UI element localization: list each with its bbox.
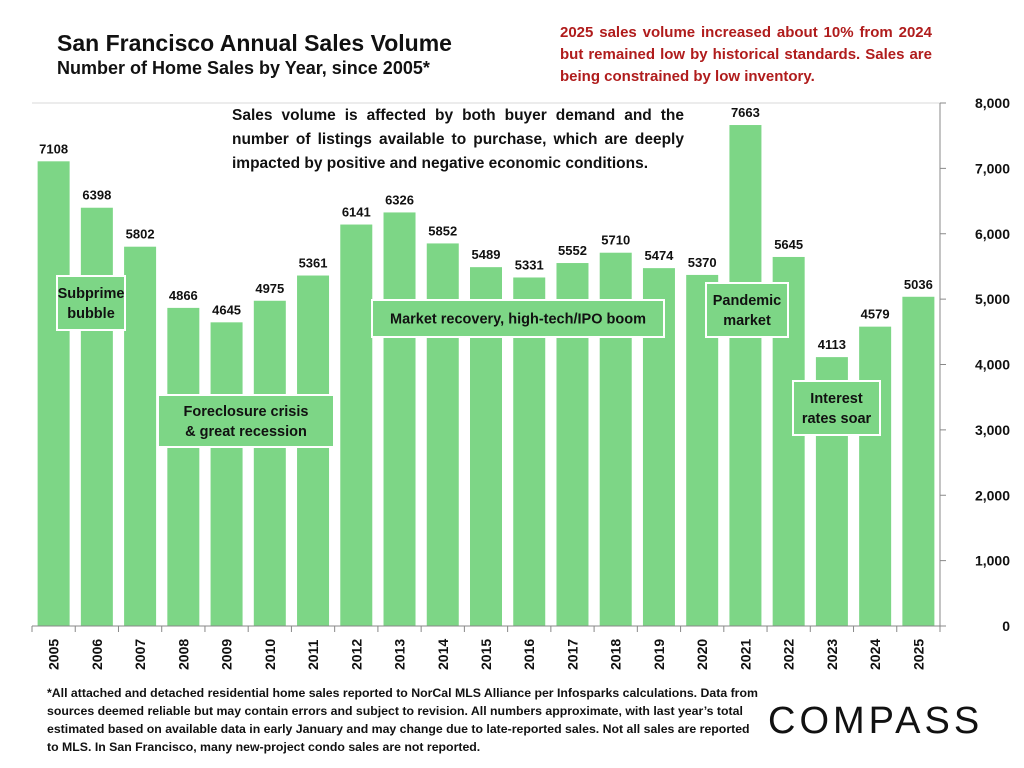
data-label-2020: 5370 (688, 255, 717, 270)
data-label-2018: 5710 (601, 233, 630, 248)
callout-text: 2025 sales volume increased about 10% fr… (560, 24, 932, 85)
bar-2021 (729, 125, 762, 626)
annotation-box (705, 282, 789, 338)
annotation-box (56, 275, 126, 331)
x-tick-2018: 2018 (608, 639, 624, 670)
x-tick-2009: 2009 (219, 639, 235, 670)
annotation-text: Foreclosure crisis (184, 404, 309, 420)
data-label-2005: 7108 (39, 141, 68, 156)
data-label-2017: 5552 (558, 243, 587, 258)
x-tick-2020: 2020 (694, 639, 710, 670)
x-tick-2010: 2010 (262, 639, 278, 670)
footnote: *All attached and detached residential h… (47, 686, 758, 754)
data-label-2006: 6398 (82, 188, 111, 203)
data-label-2019: 5474 (644, 248, 674, 263)
bar-2010 (253, 300, 286, 626)
data-label-2016: 5331 (515, 257, 544, 272)
annotation-text: market (723, 313, 771, 329)
chart-subtitle: Number of Home Sales by Year, since 2005… (57, 58, 430, 78)
data-label-2021: 7663 (731, 105, 760, 120)
y-tick-label: 4,000 (975, 357, 1010, 373)
bar-2007 (124, 246, 157, 626)
annotation-text: Pandemic (713, 293, 782, 309)
annotation-text: Market recovery, high-tech/IPO boom (390, 312, 646, 328)
chart-title: San Francisco Annual Sales Volume (57, 30, 452, 56)
bar-2012 (340, 224, 373, 627)
data-label-2010: 4975 (255, 281, 284, 296)
x-tick-2011: 2011 (305, 639, 321, 670)
annotation-text: rates soar (802, 411, 872, 427)
bar-2006 (80, 207, 113, 626)
x-tick-2015: 2015 (478, 639, 494, 670)
annotation-text: & great recession (185, 424, 307, 440)
x-tick-2023: 2023 (824, 639, 840, 670)
y-tick-label: 3,000 (975, 422, 1010, 438)
annotation-text: Subprime (58, 286, 125, 302)
compass-logo: COMPASS (768, 700, 984, 742)
x-tick-2017: 2017 (564, 639, 580, 670)
x-tick-2024: 2024 (867, 639, 883, 670)
bar-2008 (167, 307, 200, 626)
bar-2024 (859, 326, 892, 626)
data-label-2007: 5802 (126, 227, 155, 242)
bar-2013 (383, 212, 416, 626)
y-tick-label: 7,000 (975, 160, 1010, 176)
y-tick-label: 6,000 (975, 226, 1010, 242)
data-label-2008: 4866 (169, 288, 198, 303)
data-label-2013: 6326 (385, 192, 414, 207)
data-label-2014: 5852 (428, 223, 457, 238)
y-tick-label: 1,000 (975, 553, 1010, 569)
data-label-2022: 5645 (774, 237, 803, 252)
annotation-box (792, 380, 881, 436)
y-tick-label: 8,000 (975, 95, 1010, 111)
bar-2025 (902, 296, 935, 626)
annotation-text: Interest (810, 391, 863, 407)
data-label-2012: 6141 (342, 205, 371, 220)
annotation-box (371, 299, 665, 338)
bar-2011 (297, 275, 330, 626)
bar-2005 (37, 161, 70, 626)
x-tick-2025: 2025 (910, 639, 926, 670)
data-label-2015: 5489 (472, 247, 501, 262)
annotation-text: bubble (67, 306, 115, 322)
x-tick-2022: 2022 (781, 639, 797, 670)
y-tick-label: 5,000 (975, 291, 1010, 307)
x-tick-2005: 2005 (46, 639, 62, 670)
data-label-2025: 5036 (904, 277, 933, 292)
data-label-2024: 4579 (861, 307, 890, 322)
y-tick-label: 0 (1002, 618, 1010, 634)
chart-note: Sales volume is affected by both buyer d… (232, 107, 684, 172)
x-tick-2013: 2013 (392, 639, 408, 670)
x-tick-2016: 2016 (521, 639, 537, 670)
x-tick-2007: 2007 (132, 639, 148, 670)
x-tick-2006: 2006 (89, 639, 105, 670)
data-label-2023: 4113 (818, 337, 846, 352)
x-tick-2014: 2014 (435, 639, 451, 670)
bar-2009 (210, 322, 243, 626)
x-tick-2012: 2012 (348, 639, 364, 670)
annotation-box (157, 394, 335, 448)
data-label-2011: 5361 (299, 256, 328, 271)
data-label-2009: 4645 (212, 302, 241, 317)
x-tick-2008: 2008 (175, 639, 191, 670)
y-tick-label: 2,000 (975, 487, 1010, 503)
x-tick-2019: 2019 (651, 639, 667, 670)
x-tick-2021: 2021 (737, 639, 753, 670)
